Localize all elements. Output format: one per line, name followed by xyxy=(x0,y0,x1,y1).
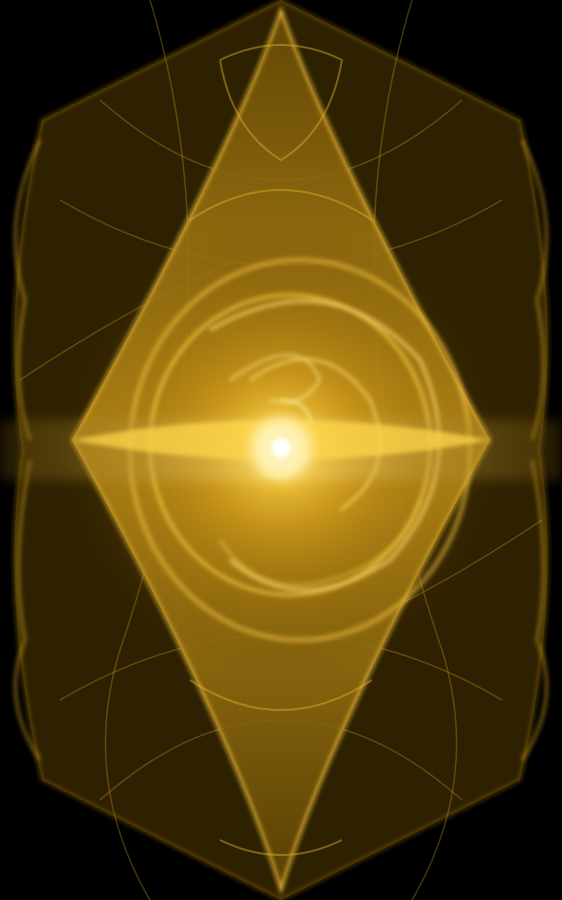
left-lobe-lower xyxy=(13,459,42,761)
outer-veil-edge xyxy=(13,0,549,900)
left-lobe-upper xyxy=(13,139,42,441)
right-lobe-upper xyxy=(520,139,549,441)
right-lobe-lower xyxy=(520,459,549,761)
